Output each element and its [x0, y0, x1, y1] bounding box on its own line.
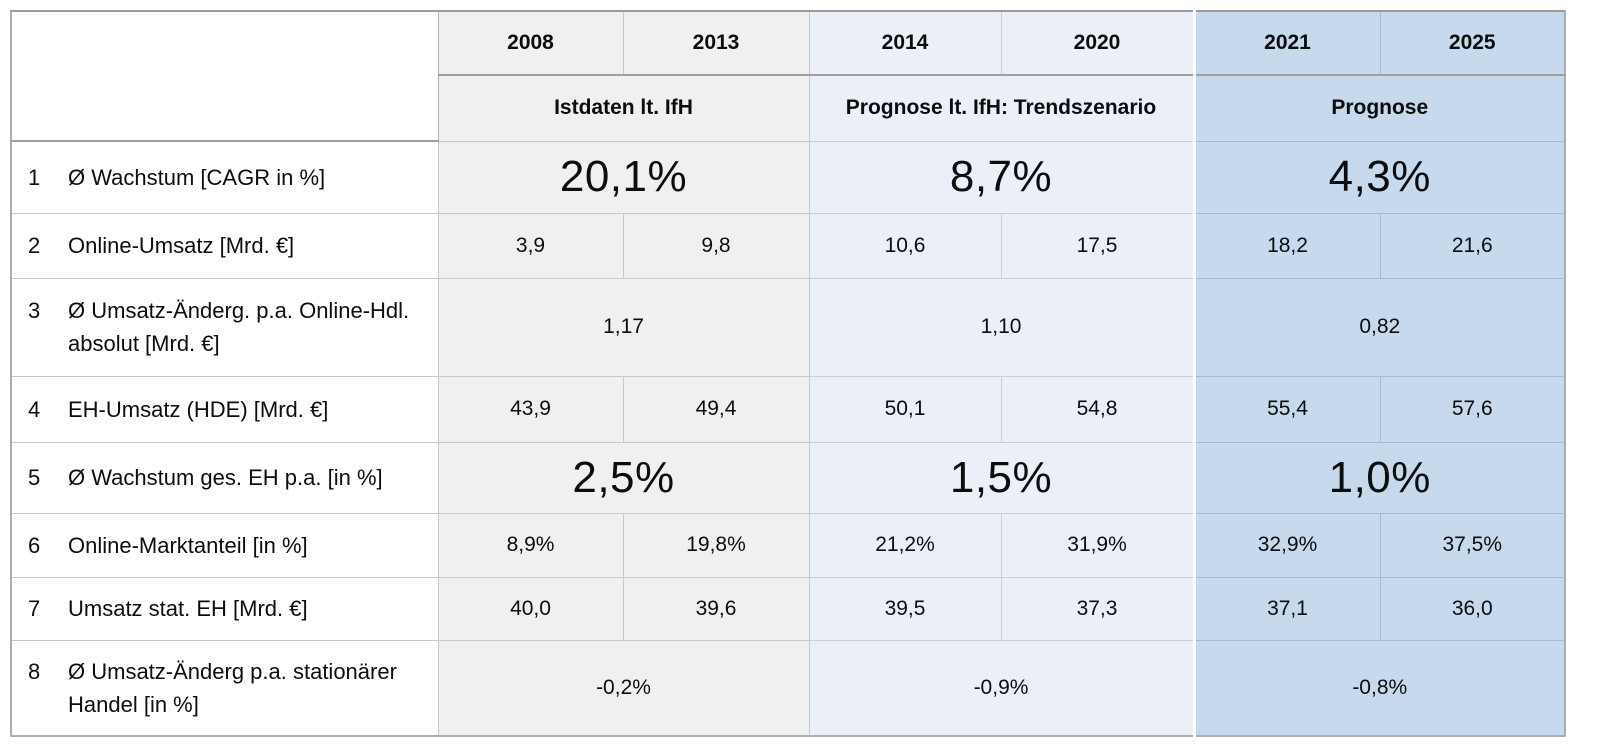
table-row: 2 Online-Umsatz [Mrd. €] 3,9 9,8 10,6 17…	[10, 212, 1566, 279]
corner-cell	[10, 10, 439, 142]
value-cell: 43,9	[437, 375, 624, 443]
value-cell: -0,9%	[808, 639, 1195, 737]
year-header-2021: 2021	[1192, 10, 1381, 76]
row-label: Umsatz stat. EH [Mrd. €]	[68, 596, 308, 621]
value-cell: 21,2%	[808, 512, 1002, 578]
value-cell: 37,5%	[1379, 512, 1566, 578]
value-cell: 50,1	[808, 375, 1002, 443]
row-label-cell: 8 Ø Umsatz-Änderg p.a. stationärer Hande…	[10, 639, 439, 737]
table-row: 4 EH-Umsatz (HDE) [Mrd. €] 43,9 49,4 50,…	[10, 375, 1566, 443]
kpi-table: 2008 2013 2014 2020 2021 2025 Istdaten l…	[10, 10, 1566, 737]
group-header-trendszenario: Prognose lt. IfH: Trendszenario	[808, 74, 1195, 142]
value-cell: 2,5%	[437, 441, 810, 514]
row-number: 8	[28, 658, 41, 684]
year-header-2013: 2013	[622, 10, 810, 76]
value-cell: 17,5	[1000, 212, 1195, 279]
value-cell: 49,4	[622, 375, 810, 443]
row-label: Ø Wachstum [CAGR in %]	[68, 164, 326, 190]
row-label-cell: 5 Ø Wachstum ges. EH p.a. [in %]	[10, 441, 439, 514]
row-label-cell: 7 Umsatz stat. EH [Mrd. €]	[10, 576, 439, 641]
value-cell: 55,4	[1192, 375, 1381, 443]
row-number: 6	[28, 532, 41, 558]
value-cell: -0,8%	[1192, 639, 1566, 737]
group-header-istdaten: Istdaten lt. IfH	[437, 74, 810, 142]
value-cell: 37,1	[1192, 576, 1381, 641]
table-row: 3 Ø Umsatz-Änderg. p.a. Online-Hdl. abso…	[10, 277, 1566, 377]
row-label-cell: 2 Online-Umsatz [Mrd. €]	[10, 212, 439, 279]
value-cell: 4,3%	[1192, 140, 1566, 214]
row-label: Online-Marktanteil [in %]	[68, 532, 308, 558]
value-cell: 36,0	[1379, 576, 1566, 641]
row-label-cell: 4 EH-Umsatz (HDE) [Mrd. €]	[10, 375, 439, 443]
row-number: 2	[28, 233, 41, 258]
value-cell: -0,2%	[437, 639, 810, 737]
value-cell: 1,10	[808, 277, 1195, 377]
header-groups-row: Istdaten lt. IfH Prognose lt. IfH: Trend…	[11, 74, 1566, 142]
row-number: 4	[28, 396, 41, 422]
table-row: 5 Ø Wachstum ges. EH p.a. [in %] 2,5% 1,…	[10, 441, 1566, 514]
row-number: 1	[28, 164, 41, 190]
value-cell: 37,3	[1000, 576, 1195, 641]
table-row: 1 Ø Wachstum [CAGR in %] 20,1% 8,7% 4,3%	[10, 140, 1566, 214]
year-header-2014: 2014	[808, 10, 1002, 76]
value-cell: 8,9%	[437, 512, 624, 578]
value-cell: 1,17	[437, 277, 810, 377]
year-header-2025: 2025	[1379, 10, 1566, 76]
row-number: 5	[28, 465, 41, 490]
value-cell: 39,5	[808, 576, 1002, 641]
table-row: 7 Umsatz stat. EH [Mrd. €] 40,0 39,6 39,…	[10, 576, 1566, 641]
row-label: Ø Wachstum ges. EH p.a. [in %]	[68, 465, 383, 490]
row-label: Ø Umsatz-Änderg p.a. stationärer Handel …	[68, 658, 397, 717]
value-cell: 20,1%	[437, 140, 810, 214]
value-cell: 10,6	[808, 212, 1002, 279]
value-cell: 40,0	[437, 576, 624, 641]
value-cell: 3,9	[437, 212, 624, 279]
value-cell: 8,7%	[808, 140, 1195, 214]
value-cell: 21,6	[1379, 212, 1566, 279]
value-cell: 39,6	[622, 576, 810, 641]
row-label: Online-Umsatz [Mrd. €]	[68, 233, 295, 258]
value-cell: 32,9%	[1192, 512, 1381, 578]
value-cell: 18,2	[1192, 212, 1381, 279]
value-cell: 1,0%	[1192, 441, 1566, 514]
year-header-2008: 2008	[437, 10, 624, 76]
value-cell: 9,8	[622, 212, 810, 279]
value-cell: 0,82	[1192, 277, 1566, 377]
value-cell: 54,8	[1000, 375, 1195, 443]
header-years-row: 2008 2013 2014 2020 2021 2025	[10, 10, 1566, 142]
row-number: 7	[28, 596, 41, 621]
table-row: 6 Online-Marktanteil [in %] 8,9% 19,8% 2…	[10, 512, 1566, 578]
row-label-cell: 6 Online-Marktanteil [in %]	[10, 512, 439, 578]
row-label-cell: 3 Ø Umsatz-Änderg. p.a. Online-Hdl. abso…	[10, 277, 439, 377]
value-cell: 57,6	[1379, 375, 1566, 443]
group-header-prognose: Prognose	[1192, 74, 1566, 142]
row-label-cell: 1 Ø Wachstum [CAGR in %]	[10, 140, 439, 214]
row-number: 3	[28, 298, 41, 323]
value-cell: 1,5%	[808, 441, 1195, 514]
row-label: EH-Umsatz (HDE) [Mrd. €]	[68, 396, 329, 422]
row-label: Ø Umsatz-Änderg. p.a. Online-Hdl. absolu…	[68, 298, 410, 356]
value-cell: 31,9%	[1000, 512, 1195, 578]
table-row: 8 Ø Umsatz-Änderg p.a. stationärer Hande…	[10, 639, 1566, 737]
value-cell: 19,8%	[622, 512, 810, 578]
year-header-2020: 2020	[1000, 10, 1195, 76]
